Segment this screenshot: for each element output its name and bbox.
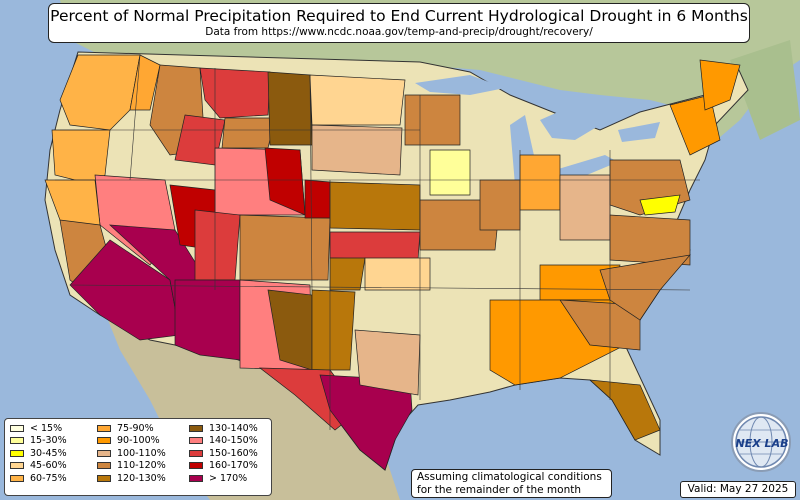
legend-item: 110-120% bbox=[97, 460, 166, 473]
valid-date: Valid: May 27 2025 bbox=[680, 481, 796, 498]
legend-label: 140-150% bbox=[209, 435, 258, 447]
legend-label: 100-110% bbox=[117, 447, 166, 459]
page-title: Percent of Normal Precipitation Required… bbox=[50, 7, 748, 25]
legend-item: > 170% bbox=[189, 472, 258, 485]
legend-item: 140-150% bbox=[189, 435, 258, 448]
legend-column-1: < 15% 15-30% 30-45% 45-60% 60-75% bbox=[10, 422, 67, 485]
legend: < 15% 15-30% 30-45% 45-60% 60-75% 75-90%… bbox=[4, 418, 272, 496]
note-line-2: for the remainder of the month bbox=[417, 483, 582, 496]
legend-swatch bbox=[189, 449, 203, 457]
legend-swatch bbox=[189, 474, 203, 482]
legend-swatch bbox=[10, 462, 24, 470]
legend-item: 120-130% bbox=[97, 472, 166, 485]
legend-item: 130-140% bbox=[189, 422, 258, 435]
legend-label: 75-90% bbox=[117, 422, 154, 434]
legend-swatch bbox=[97, 474, 111, 482]
legend-item: 60-75% bbox=[10, 472, 67, 485]
legend-label: 90-100% bbox=[117, 435, 160, 447]
title-box: Percent of Normal Precipitation Required… bbox=[48, 3, 750, 43]
drought-regions bbox=[44, 54, 741, 471]
legend-swatch bbox=[10, 449, 24, 457]
legend-item: < 15% bbox=[10, 422, 67, 435]
legend-label: 150-160% bbox=[209, 447, 258, 459]
legend-swatch bbox=[189, 462, 203, 470]
legend-label: 130-140% bbox=[209, 422, 258, 434]
legend-label: 110-120% bbox=[117, 460, 166, 472]
legend-label: 160-170% bbox=[209, 460, 258, 472]
legend-label: 45-60% bbox=[30, 460, 67, 472]
legend-label: 30-45% bbox=[30, 447, 67, 459]
legend-item: 150-160% bbox=[189, 447, 258, 460]
note-line-1: Assuming climatological conditions bbox=[417, 471, 602, 483]
legend-item: 160-170% bbox=[189, 460, 258, 473]
legend-item: 30-45% bbox=[10, 447, 67, 460]
legend-item: 100-110% bbox=[97, 447, 166, 460]
legend-label: > 170% bbox=[209, 472, 248, 484]
legend-label: < 15% bbox=[30, 422, 63, 434]
legend-swatch bbox=[189, 437, 203, 445]
legend-swatch bbox=[10, 424, 24, 432]
legend-item: 45-60% bbox=[10, 460, 67, 473]
nexlab-logo: NEX LAB bbox=[731, 412, 791, 472]
legend-item: 15-30% bbox=[10, 435, 67, 448]
legend-swatch bbox=[189, 424, 203, 432]
state-borders bbox=[55, 54, 700, 430]
legend-column-3: 130-140% 140-150% 150-160% 160-170% > 17… bbox=[189, 422, 258, 485]
legend-column-2: 75-90% 90-100% 100-110% 110-120% 120-130… bbox=[97, 422, 166, 485]
legend-swatch bbox=[10, 437, 24, 445]
legend-label: 60-75% bbox=[30, 472, 67, 484]
legend-swatch bbox=[10, 474, 24, 482]
legend-label: 120-130% bbox=[117, 472, 166, 484]
globe-icon: NEX LAB bbox=[735, 416, 789, 468]
great-lakes bbox=[415, 75, 660, 195]
legend-swatch bbox=[97, 437, 111, 445]
legend-swatch bbox=[97, 462, 111, 470]
legend-swatch bbox=[97, 424, 111, 432]
legend-swatch bbox=[97, 449, 111, 457]
legend-label: 15-30% bbox=[30, 435, 67, 447]
legend-item: 75-90% bbox=[97, 422, 166, 435]
assumption-note: Assuming climatological conditions for t… bbox=[411, 469, 612, 498]
svg-text:NEX LAB: NEX LAB bbox=[736, 437, 789, 450]
page-subtitle: Data from https://www.ncdc.noaa.gov/temp… bbox=[205, 26, 593, 38]
legend-item: 90-100% bbox=[97, 435, 166, 448]
